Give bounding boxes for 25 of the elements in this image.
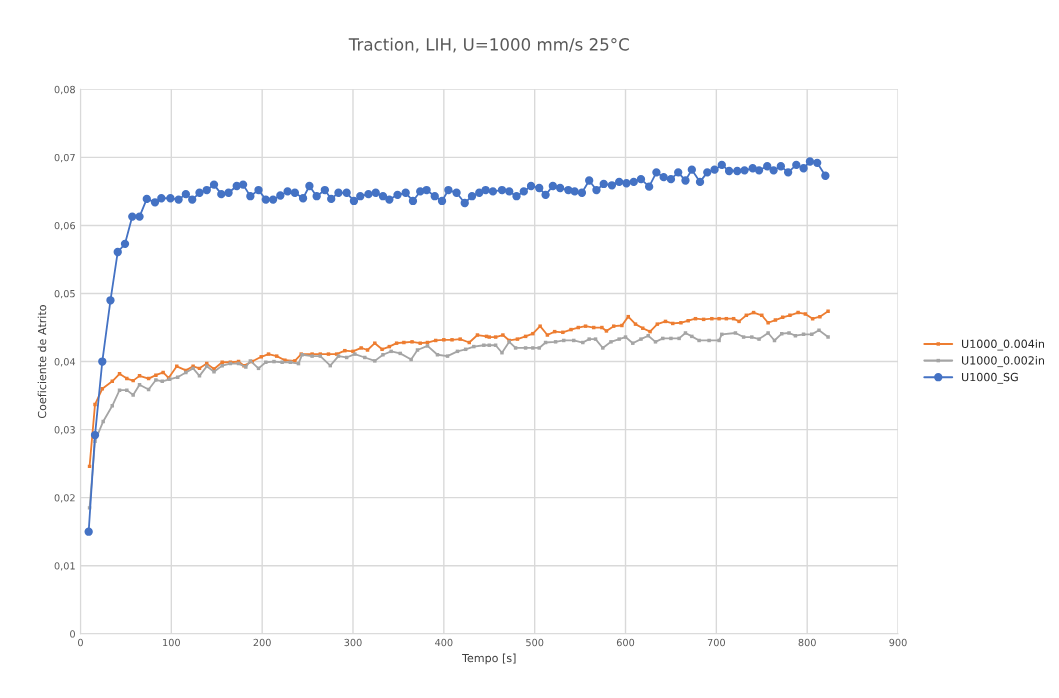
x-tick-label: 500: [526, 638, 544, 647]
y-tick-label: 0,06: [54, 221, 76, 231]
y-tick-label: 0,07: [54, 153, 75, 163]
y-tick-label: 0,02: [54, 494, 75, 503]
y-axis-title: Coeficiente de Atrito: [37, 305, 47, 419]
x-tick-label: 800: [798, 638, 816, 647]
y-tick-label: 0,01: [54, 562, 75, 571]
x-tick-label: 600: [616, 638, 635, 647]
y-tick-label: 0,05: [54, 289, 75, 299]
x-tick-label: 700: [707, 638, 725, 647]
x-tick-label: 400: [435, 638, 453, 647]
x-tick-label: 0: [78, 638, 83, 647]
legend-label: U1000_0.004in: [962, 339, 1045, 351]
y-tick-label: 0,08: [54, 85, 75, 95]
y-tick-label: 0: [70, 630, 75, 638]
x-tick-label: 900: [889, 638, 907, 647]
y-tick-label: 0,03: [54, 426, 75, 435]
legend-label: U1000_SG: [962, 372, 1018, 384]
chart-title: Traction, LIH, U=1000 mm/s 25°C: [348, 37, 629, 53]
y-tick-label: 0,04: [54, 358, 76, 367]
x-axis-title: Tempo [s]: [462, 653, 516, 665]
x-tick-label: 200: [253, 638, 271, 647]
x-tick-label: 300: [344, 638, 362, 647]
x-tick-label: 100: [163, 638, 180, 647]
legend-label: U1000_0.002in: [962, 356, 1045, 368]
